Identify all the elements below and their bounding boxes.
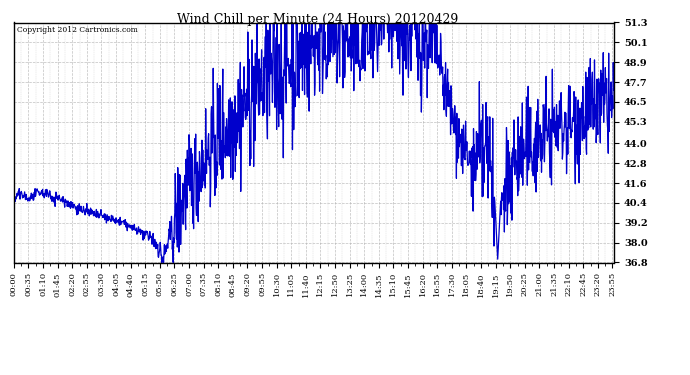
Text: Copyright 2012 Cartronics.com: Copyright 2012 Cartronics.com [17, 26, 138, 34]
Text: Wind Chill per Minute (24 Hours) 20120429: Wind Chill per Minute (24 Hours) 2012042… [177, 13, 458, 26]
